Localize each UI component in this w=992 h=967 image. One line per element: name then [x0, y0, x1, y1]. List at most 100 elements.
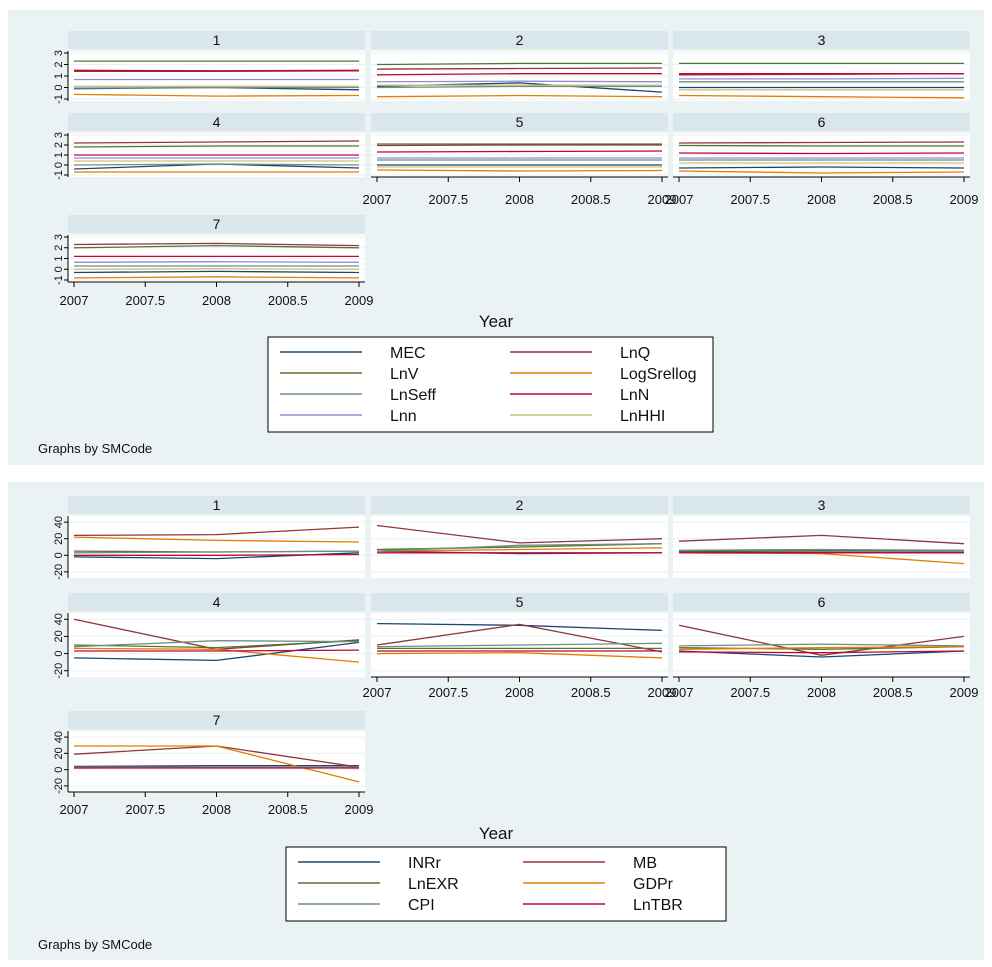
- x-tick-label: 2009: [648, 192, 677, 207]
- series-line-lnn: [376, 73, 662, 76]
- series-line-lnq: [678, 141, 965, 144]
- series-line-mb: [678, 624, 965, 656]
- legend-label: Lnn: [390, 408, 417, 425]
- panel-title: 1: [213, 32, 221, 48]
- panel-header: [68, 31, 365, 49]
- x-tick-label: 2008: [505, 192, 534, 207]
- x-tick-label: 2008: [807, 192, 836, 207]
- series-line-lnseff: [73, 86, 359, 89]
- series-line-logsrellog: [73, 93, 360, 97]
- y-tick-label: -20: [53, 778, 65, 794]
- y-tick-label: 1: [53, 73, 65, 79]
- panel-header: [371, 496, 668, 514]
- series-line-lnseff: [73, 163, 360, 166]
- panel-header: [673, 113, 970, 131]
- series-line-lnv: [376, 62, 662, 66]
- series-line-lnq: [376, 67, 663, 70]
- x-tick-label: 2009: [950, 192, 979, 207]
- x-tick-label: 2008.5: [873, 685, 913, 700]
- x-tick-label: 2008.5: [571, 192, 611, 207]
- legend-label: MEC: [390, 345, 426, 362]
- legend-label: LnN: [620, 387, 649, 404]
- panel-header: [68, 113, 365, 131]
- panel-1: 1 -1 0 1 2 3: [53, 31, 365, 104]
- series-line-inrr: [376, 622, 663, 632]
- series-line-lnn: [376, 80, 663, 83]
- panel-title: 6: [818, 594, 826, 610]
- panel-4: 4 -20 0 20 40: [53, 593, 365, 679]
- y-tick-label: 3: [53, 50, 65, 56]
- panel-header: [371, 113, 668, 131]
- figure-top: 1 -1 0 1 2 3 2 3 4 -1 0 1 2 3 5 2007 2007.5 2008 2008.5 200…: [38, 31, 978, 456]
- legend-label: LnV: [390, 366, 419, 383]
- legend-label: INRr: [408, 855, 442, 872]
- series-line-lnseff: [376, 85, 662, 89]
- series-line-logsrellog: [376, 169, 663, 172]
- legend-label: LnTBR: [633, 897, 683, 914]
- y-tick-label: 3: [53, 132, 65, 138]
- panel-3: 3: [673, 31, 970, 101]
- x-tick-label: 2007: [363, 192, 392, 207]
- y-tick-label: -1: [53, 94, 65, 104]
- x-tick-label: 2007: [60, 293, 89, 308]
- legend-box: [267, 336, 714, 433]
- x-tick-label: 2007.5: [428, 685, 468, 700]
- series-line-mb: [376, 623, 663, 653]
- x-axis-title: Year: [479, 312, 514, 331]
- legend-label: LnQ: [620, 345, 650, 362]
- series-line-logsrellog: [678, 94, 965, 99]
- graphs-by-note: Graphs by SMCode: [38, 937, 152, 952]
- series-line-gdpr: [74, 745, 360, 783]
- plot-area: [673, 516, 970, 578]
- series-line-mb: [678, 534, 965, 545]
- y-tick-label: -1: [53, 275, 65, 285]
- series-line-inrr: [73, 641, 360, 662]
- y-tick-label: -1: [53, 170, 65, 180]
- x-tick-label: 2008: [505, 685, 534, 700]
- panel-6: 6 2007 2007.5 2008 2008.5 2009: [665, 593, 979, 700]
- x-tick-label: 2008.5: [873, 192, 913, 207]
- y-tick-label: 2: [53, 142, 65, 148]
- x-tick-label: 2009: [345, 293, 374, 308]
- series-line-lnhhi: [73, 268, 360, 270]
- x-tick-label: 2009: [950, 685, 979, 700]
- y-tick-label: 20: [53, 630, 65, 642]
- panel-header: [673, 593, 970, 611]
- panel-header: [68, 593, 365, 611]
- legend-box: [285, 846, 727, 922]
- y-tick-label: 1: [53, 255, 65, 261]
- series-line-logsrellog: [73, 276, 360, 279]
- panel-4: 4 -1 0 1 2 3: [53, 113, 365, 180]
- x-tick-label: 2007.5: [125, 293, 165, 308]
- x-tick-label: 2007.5: [730, 685, 770, 700]
- series-line-cpi: [73, 550, 360, 554]
- y-tick-label: 40: [53, 731, 65, 743]
- panel-3: 3: [673, 496, 970, 578]
- panel-1: 1 -20 0 20 40: [53, 496, 365, 580]
- x-axis-title: Year: [479, 824, 514, 843]
- series-line-cpi: [376, 642, 663, 648]
- panel-7: 7 -20 0 20 40 2007 2007.5 2008 2008.5 2009: [53, 711, 373, 817]
- y-tick-label: 0: [53, 162, 65, 168]
- series-line-lnn: [678, 152, 965, 155]
- y-tick-label: 20: [53, 747, 65, 759]
- panel-title: 3: [818, 32, 826, 48]
- series-line-cpi: [376, 543, 663, 552]
- x-tick-label: 2008: [202, 802, 231, 817]
- series-line-cpi: [678, 548, 965, 551]
- x-tick-label: 2008.5: [268, 802, 308, 817]
- y-tick-label: 40: [53, 516, 65, 528]
- y-tick-label: 0: [53, 84, 65, 90]
- panel-title: 5: [516, 594, 524, 610]
- x-tick-label: 2007: [665, 685, 694, 700]
- legend-label: MB: [633, 855, 657, 872]
- y-tick-label: 2: [53, 61, 65, 67]
- x-tick-label: 2008.5: [571, 685, 611, 700]
- y-tick-label: 3: [53, 234, 65, 240]
- panel-header: [673, 31, 970, 49]
- y-tick-label: 1: [53, 152, 65, 158]
- y-tick-label: 2: [53, 245, 65, 251]
- series-line-gdpr: [73, 647, 360, 663]
- legend-label: LogSrellog: [620, 366, 697, 383]
